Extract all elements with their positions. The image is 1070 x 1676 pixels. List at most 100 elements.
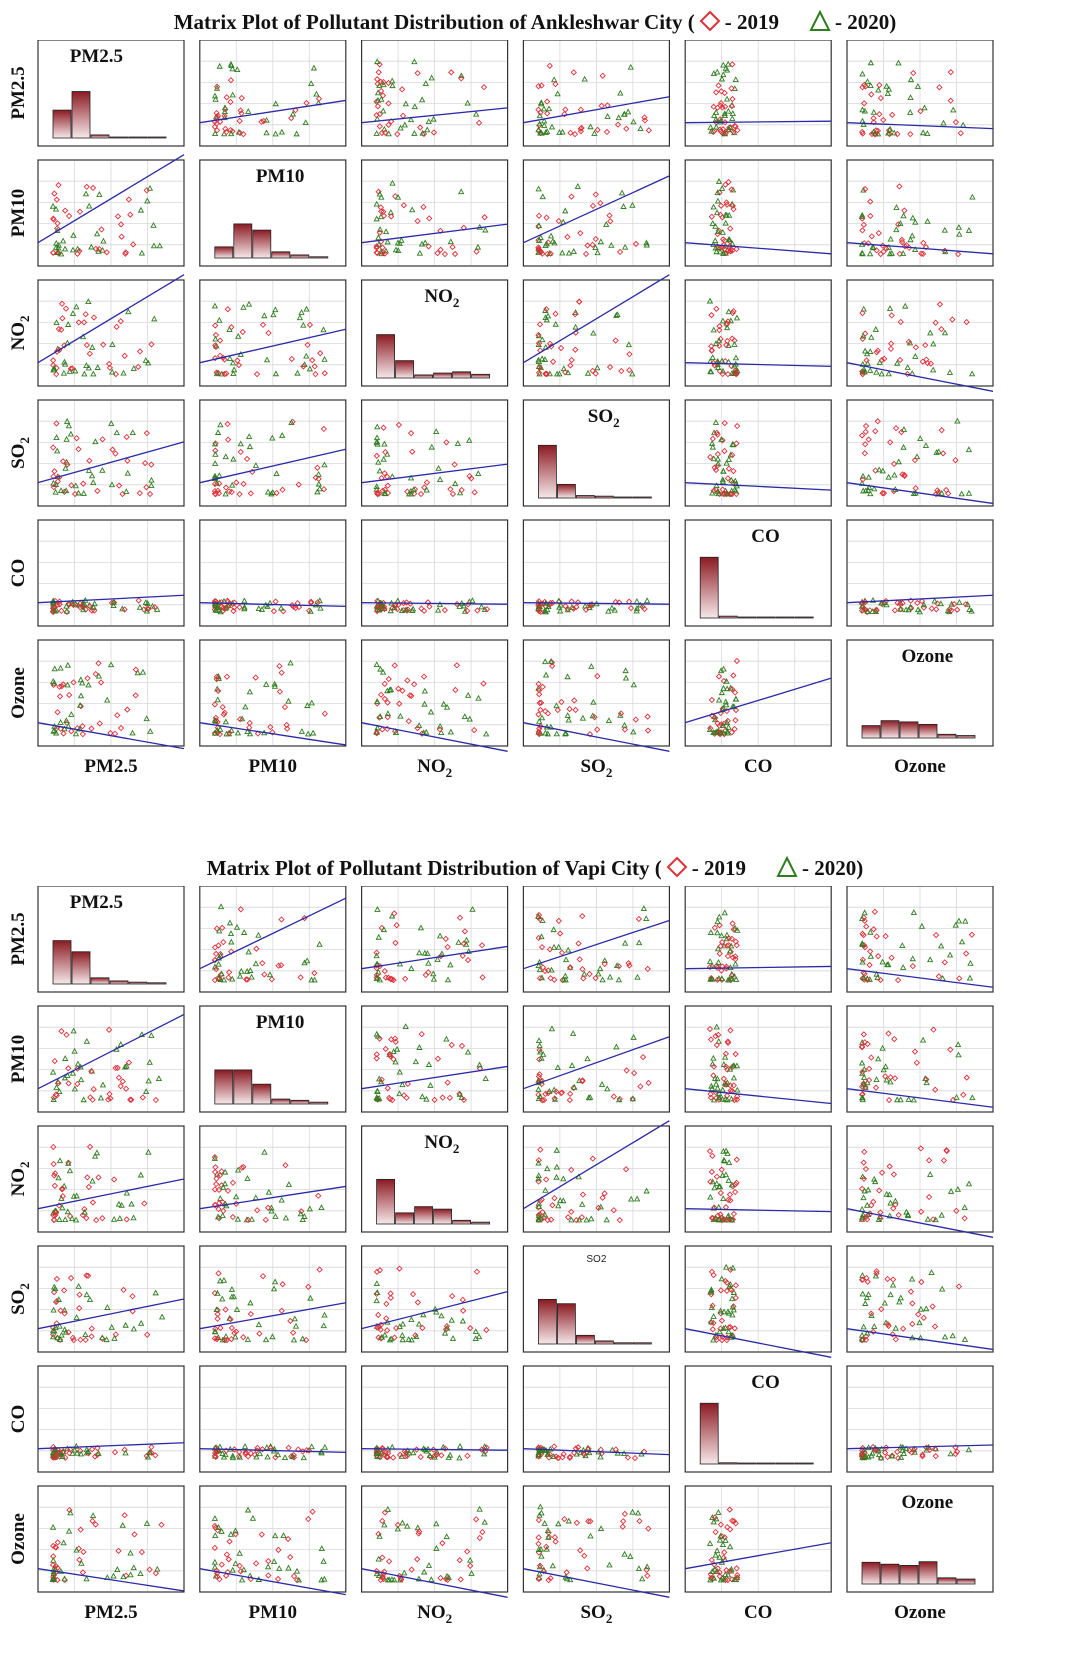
point-2020 [713, 209, 721, 216]
point-2019 [730, 1518, 738, 1525]
point-2020 [710, 1313, 717, 1319]
panel-PM10-vs-PM10: PM10 [199, 159, 347, 267]
point-2020 [90, 479, 97, 485]
point-2020 [535, 1172, 542, 1179]
point-2019 [636, 1517, 643, 1525]
point-2020 [83, 1291, 90, 1298]
point-2019 [592, 235, 599, 243]
panel-Ozone-vs-PM2.5 [37, 1485, 185, 1593]
point-2020 [892, 1197, 899, 1204]
point-2019 [295, 603, 303, 611]
point-2020 [232, 1193, 240, 1200]
point-2019 [716, 323, 723, 330]
point-2019 [376, 714, 383, 721]
point-2020 [899, 250, 907, 256]
point-2020 [714, 460, 722, 467]
point-2020 [907, 603, 914, 610]
point-2020 [720, 1156, 728, 1163]
point-2019 [732, 1050, 739, 1058]
point-2020 [436, 932, 444, 939]
point-2020 [86, 1296, 94, 1303]
point-2019 [896, 183, 903, 190]
point-2019 [385, 675, 392, 683]
point-2019 [135, 363, 142, 370]
point-2019 [382, 1045, 389, 1053]
panel-PM10-vs-SO2 [522, 1005, 671, 1113]
point-2020 [867, 348, 874, 354]
point-2019 [571, 697, 578, 704]
point-2020 [271, 1278, 279, 1285]
point-2020 [590, 329, 597, 336]
point-2020 [536, 1570, 543, 1577]
point-2020 [53, 319, 60, 326]
point-2020 [376, 1532, 383, 1539]
point-2019 [265, 1572, 272, 1579]
point-2019 [256, 1330, 263, 1337]
point-2020 [75, 489, 82, 496]
point-2020 [723, 95, 731, 102]
point-2020 [715, 1037, 722, 1044]
point-2020 [216, 472, 223, 478]
point-2020 [217, 421, 224, 428]
point-2020 [215, 975, 222, 981]
point-2019 [732, 1294, 739, 1301]
point-2019 [711, 924, 719, 931]
point-2020 [425, 118, 432, 125]
point-2019 [57, 725, 64, 732]
point-2019 [726, 1506, 733, 1513]
point-2020 [123, 488, 130, 495]
point-2020 [962, 917, 969, 924]
point-2019 [260, 117, 267, 125]
point-2019 [236, 716, 244, 723]
point-2019 [730, 467, 737, 475]
point-2019 [373, 98, 380, 105]
point-2019 [112, 1331, 119, 1338]
point-2020 [627, 63, 634, 70]
point-2020 [374, 698, 381, 704]
point-2020 [71, 1047, 78, 1054]
point-2020 [214, 696, 221, 703]
point-2020 [562, 976, 569, 983]
point-2019 [888, 954, 895, 961]
point-2020 [443, 1533, 450, 1540]
point-2020 [965, 446, 973, 453]
point-2019 [284, 1535, 292, 1543]
panel-NO2-vs-Ozone [846, 1125, 994, 1238]
point-2019 [575, 940, 582, 947]
point-2019 [65, 1065, 72, 1072]
point-2020 [264, 488, 272, 495]
point-2019 [236, 1562, 243, 1569]
point-2019 [223, 673, 231, 680]
histogram-bar [775, 616, 795, 619]
point-2019 [213, 127, 221, 134]
point-2019 [378, 129, 386, 137]
point-2020 [629, 201, 636, 208]
point-2019 [211, 977, 219, 984]
point-2019 [884, 1275, 891, 1283]
point-2019 [584, 242, 591, 249]
point-2019 [377, 1576, 384, 1584]
point-2020 [733, 976, 740, 982]
point-2020 [536, 958, 543, 965]
point-2019 [439, 1094, 446, 1101]
point-2019 [918, 1278, 925, 1286]
point-2020 [321, 1443, 329, 1450]
point-2020 [564, 673, 571, 680]
point-2020 [732, 76, 739, 83]
point-2020 [718, 689, 726, 696]
point-2020 [592, 244, 599, 251]
title-text-ankleshwar: Matrix Plot of Pollutant Distribution of… [173, 10, 695, 34]
point-2020 [49, 202, 57, 209]
point-2019 [723, 341, 730, 349]
point-2020 [89, 1512, 97, 1519]
point-2020 [630, 118, 637, 125]
point-2019 [872, 130, 879, 138]
point-2020 [66, 1167, 74, 1174]
point-2019 [540, 1096, 548, 1104]
point-2019 [212, 355, 219, 362]
point-2019 [579, 1078, 586, 1085]
point-2019 [708, 213, 715, 220]
point-2020 [900, 426, 908, 432]
point-2020 [460, 602, 468, 609]
point-2020 [394, 1525, 402, 1532]
